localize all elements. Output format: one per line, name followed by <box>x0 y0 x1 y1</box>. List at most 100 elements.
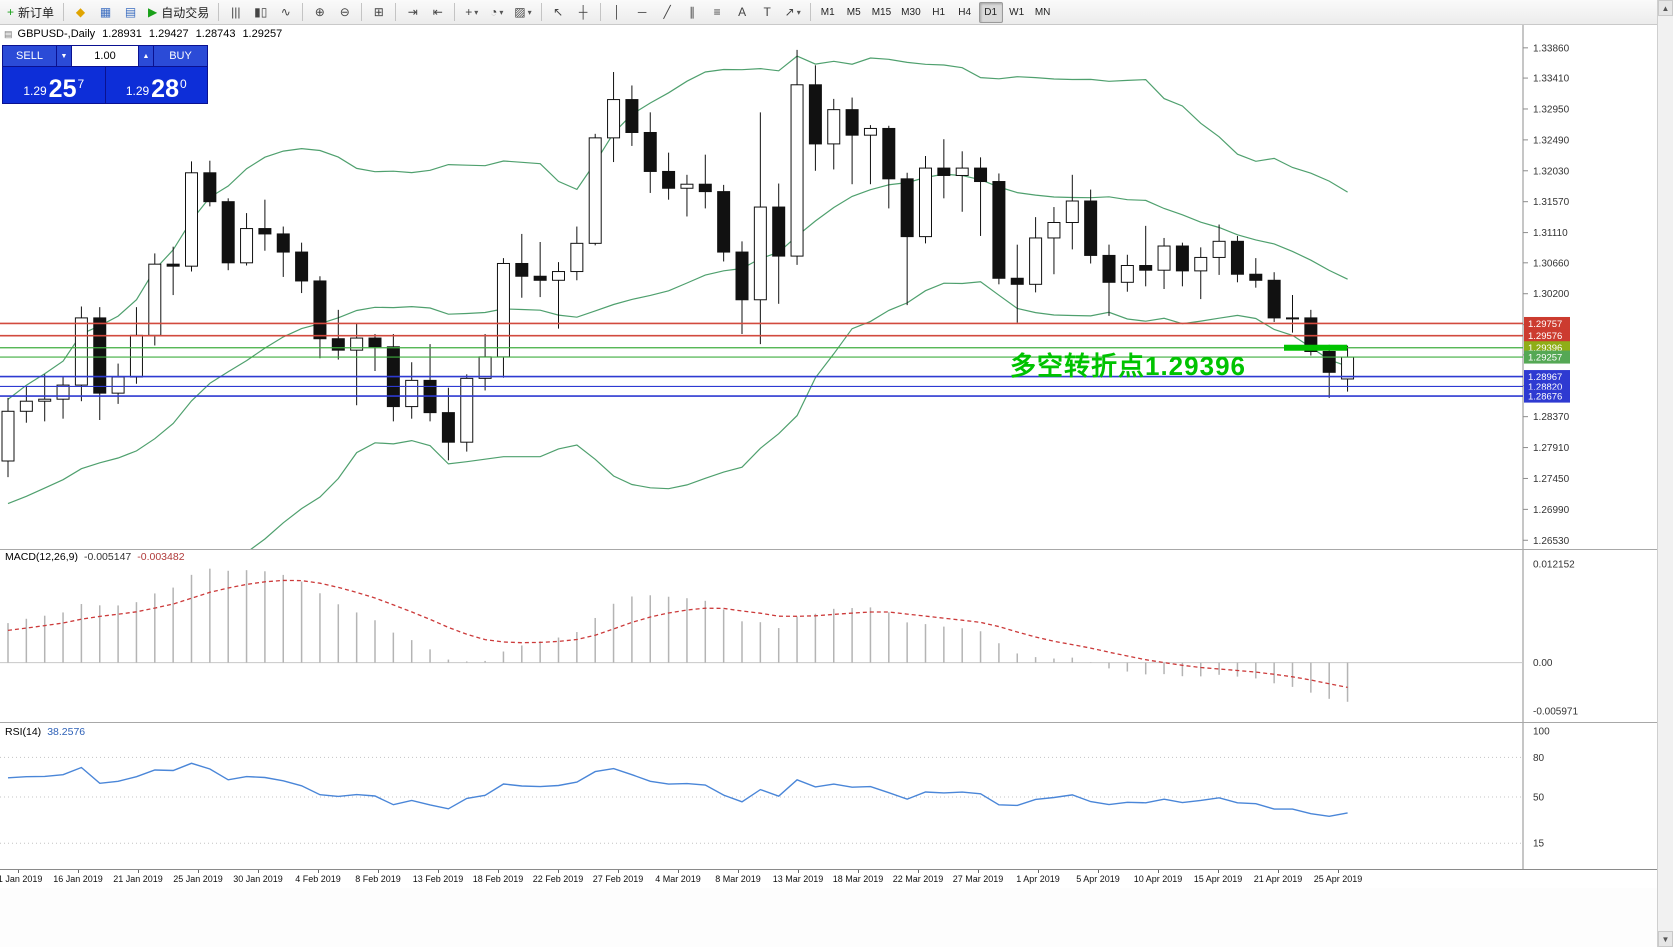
buy-button[interactable]: BUY <box>154 46 207 66</box>
candle-body <box>441 412 455 443</box>
chart-shift-button[interactable]: ⇤ <box>426 2 449 23</box>
price-axis-label: 1.30660 <box>1533 258 1570 269</box>
timeframe-h1-button[interactable]: H1 <box>927 2 951 23</box>
cursor-button[interactable]: ↖ <box>547 2 570 23</box>
vertical-scrollbar[interactable]: ▲ ▼ <box>1657 0 1673 947</box>
price-axis-label: 1.31110 <box>1533 228 1568 239</box>
sell-price-button[interactable]: 1.29 25 7 <box>3 67 105 103</box>
indicators-icon: + <box>465 5 473 19</box>
scroll-up-button[interactable]: ▲ <box>1658 0 1673 16</box>
charts-window-button[interactable]: ▦ <box>94 2 117 23</box>
arrows-button[interactable]: ↗ ▾ <box>781 2 805 23</box>
volume-increase-button[interactable]: ▲ <box>139 46 153 66</box>
volume-up-icon: ▲ <box>142 52 150 60</box>
candle-body <box>1065 200 1079 224</box>
auto-trading-button[interactable]: ▶ 自动交易 <box>144 2 213 23</box>
sell-price-prefix: 1.29 <box>23 84 47 98</box>
bar-chart-mode-button[interactable]: ||| <box>224 2 247 23</box>
time-axis-tick <box>1098 870 1099 873</box>
macd-signal-line <box>7 579 1348 689</box>
text-label-button[interactable]: T <box>756 2 779 23</box>
templates-icon: ▨ <box>514 5 526 19</box>
toolbar-separator <box>809 3 811 21</box>
rsi-axis-label: 80 <box>1533 753 1545 764</box>
candle-body <box>313 280 327 340</box>
candle-body <box>258 228 272 235</box>
auto-trading-icon: ▶ <box>148 5 158 19</box>
timeframe-w1-button[interactable]: W1 <box>1005 2 1029 23</box>
chart-area[interactable]: 1.33860 1.33410 1.32950 1.32490 1.32030 1.315… <box>0 25 1657 947</box>
time-axis-tick <box>1218 870 1219 873</box>
tile-windows-button[interactable]: ⊞ <box>367 2 390 23</box>
sell-button[interactable]: SELL <box>3 46 56 66</box>
zoom-out-button[interactable]: ⊖ <box>333 2 356 23</box>
macd-name: MACD(12,26,9) <box>5 551 78 563</box>
macd-main-value: -0.005147 <box>83 551 132 563</box>
timeframe-h4-button[interactable]: H4 <box>953 2 977 23</box>
macd-panel[interactable]: 0.012152 0.00 -0.005971 <box>0 550 1657 722</box>
candle-body <box>1212 240 1226 258</box>
indicators-button[interactable]: + ▾ <box>460 2 483 23</box>
time-axis-label: 4 Mar 2019 <box>655 874 701 884</box>
buy-price-button[interactable]: 1.29 28 0 <box>105 67 207 103</box>
chart-shift-icon: ⇤ <box>432 5 443 19</box>
price-axis-label: 1.32490 <box>1533 135 1570 146</box>
turning-point-annotation[interactable]: 多空转折点1.29396 <box>1010 351 1246 381</box>
auto-scroll-button[interactable]: ⇥ <box>401 2 424 23</box>
text-button[interactable]: A <box>731 2 754 23</box>
time-axis-label: 22 Mar 2019 <box>892 874 944 884</box>
templates-button[interactable]: ▨ ▾ <box>510 2 535 23</box>
equidistant-channel-button[interactable]: ∥ <box>681 2 704 23</box>
time-axis-label: 13 Feb 2019 <box>412 874 464 884</box>
panel-separator[interactable] <box>0 549 1657 550</box>
new-order-label: 新订单 <box>18 5 55 20</box>
timeframe-m15-button[interactable]: M15 <box>868 2 895 23</box>
candle-body <box>992 181 1006 279</box>
candle-body <box>1286 317 1299 320</box>
timeframe-d1-button[interactable]: D1 <box>978 1 1003 23</box>
timeframe-mn-button[interactable]: MN <box>1031 2 1055 23</box>
auto-trading-label: 自动交易 <box>161 5 210 20</box>
fibonacci-retracement-button[interactable]: ≡ <box>706 2 729 23</box>
price-axis-label: 1.32030 <box>1533 166 1570 177</box>
rsi-axis-label: 50 <box>1533 793 1545 804</box>
zoom-in-icon: ⊕ <box>314 5 325 19</box>
crosshair-button[interactable]: ┼ <box>572 2 595 23</box>
time-axis-tick <box>78 870 79 873</box>
timeframe-m5-button[interactable]: M5 <box>842 2 866 23</box>
price-axis-label: 1.31570 <box>1533 197 1570 208</box>
vertical-line-button[interactable]: │ <box>606 2 629 23</box>
timeframe-m30-button[interactable]: M30 <box>897 2 924 23</box>
candlestick-mode-button[interactable]: ▮▯ <box>249 2 272 23</box>
new-order-button[interactable]: + 新订单 <box>3 2 58 23</box>
candle-body <box>625 99 639 133</box>
horizontal-line-button[interactable]: ─ <box>631 2 654 23</box>
caret-down-icon: ▾ <box>474 7 479 17</box>
periods-button[interactable]: ◔ ▾ <box>485 2 508 23</box>
scroll-down-button[interactable]: ▼ <box>1658 931 1673 947</box>
candle-body <box>478 356 492 379</box>
volume-input[interactable] <box>72 46 138 66</box>
ohlc-high: 1.29427 <box>148 28 189 40</box>
chart-title: ▤ GBPUSD-,Daily 1.28931 1.29427 1.28743 … <box>4 28 282 40</box>
data-window-button[interactable]: ▤ <box>119 2 142 23</box>
profiles-button[interactable]: ◆ <box>69 2 92 23</box>
candle-body <box>1175 245 1189 272</box>
candle-body <box>93 317 107 394</box>
fibonacci-retracement-icon: ≡ <box>713 5 721 19</box>
time-axis[interactable]: 11 Jan 2019 16 Jan 2019 21 Jan 2019 25 Jan … <box>0 869 1657 888</box>
candle-body <box>790 84 804 257</box>
macd-axis-label: -0.005971 <box>1533 707 1578 718</box>
timeframe-m1-button[interactable]: M1 <box>816 2 840 23</box>
price-chart[interactable]: 1.33860 1.33410 1.32950 1.32490 1.32030 1.315… <box>0 25 1657 549</box>
zoom-in-button[interactable]: ⊕ <box>308 2 331 23</box>
panel-separator[interactable] <box>0 722 1657 723</box>
line-chart-mode-button[interactable]: ∿ <box>274 2 297 23</box>
volume-decrease-button[interactable]: ▼ <box>57 46 71 66</box>
scrollbar-track[interactable] <box>1658 16 1673 931</box>
rsi-panel[interactable]: 100 80 50 15 <box>0 723 1657 869</box>
macd-label: MACD(12,26,9) -0.005147 -0.003482 <box>5 551 185 563</box>
trendline-button[interactable]: ╱ <box>656 2 679 23</box>
candle-body <box>368 337 382 348</box>
line-chart-mode-icon: ∿ <box>280 5 291 19</box>
